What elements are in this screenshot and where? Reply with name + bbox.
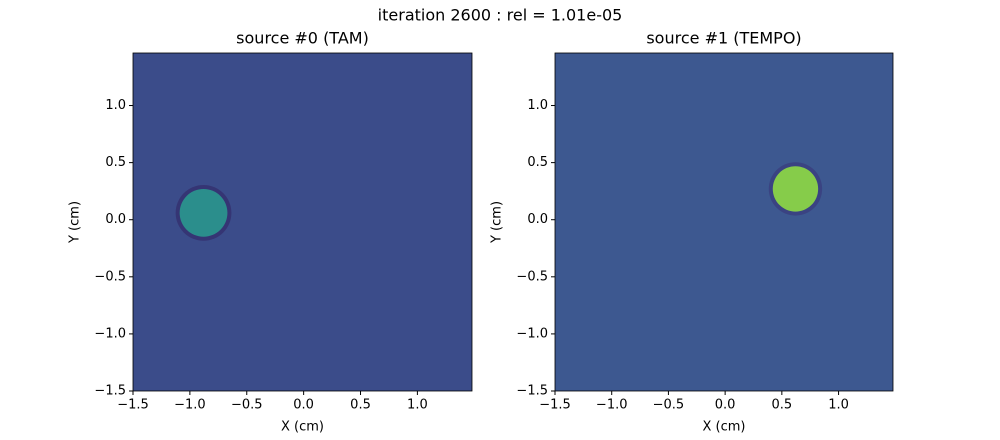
y-tick-label: 0.0 (105, 212, 126, 227)
axes-title: source #1 (TEMPO) (646, 29, 801, 48)
y-tick-label: 0.5 (105, 155, 126, 170)
x-tick-label: 0.0 (293, 398, 314, 413)
x-tick-label: 1.0 (407, 398, 428, 413)
x-tick-label: −0.5 (231, 398, 263, 413)
image-background (555, 53, 893, 391)
x-tick-label: 0.5 (772, 398, 793, 413)
y-tick-label: −1.0 (94, 326, 126, 341)
y-axis-label: Y (cm) (490, 201, 505, 244)
x-tick-label: −0.5 (653, 398, 685, 413)
x-tick-label: 0.5 (350, 398, 371, 413)
x-tick-label: 1.0 (828, 398, 849, 413)
x-tick-label: −1.5 (539, 398, 571, 413)
axes-title: source #0 (TAM) (236, 29, 369, 48)
x-tick-label: −1.0 (174, 398, 206, 413)
axes-frame (132, 52, 473, 392)
y-axis-label: Y (cm) (68, 201, 83, 244)
image-content (768, 162, 823, 216)
y-tick-label: −0.5 (516, 269, 548, 284)
axes-frame (554, 52, 894, 392)
spot (179, 188, 228, 237)
x-tick-label: 0.0 (715, 398, 736, 413)
y-tick-label: 1.0 (105, 98, 126, 113)
y-tick-label: −1.5 (94, 384, 126, 399)
y-tick-label: −1.5 (516, 384, 548, 399)
y-tick-label: 1.0 (527, 98, 548, 113)
x-tick-label: −1.0 (596, 398, 628, 413)
y-tick-label: −0.5 (94, 269, 126, 284)
image-content (175, 184, 232, 241)
y-tick-label: −1.0 (516, 326, 548, 341)
x-axis-label: X (cm) (281, 420, 324, 435)
suptitle: iteration 2600 : rel = 1.01e-05 (378, 6, 623, 25)
spot (772, 166, 819, 212)
y-tick-label: 0.0 (527, 212, 548, 227)
x-axis-label: X (cm) (703, 420, 746, 435)
y-tick-label: 0.5 (527, 155, 548, 170)
x-tick-label: −1.5 (117, 398, 149, 413)
